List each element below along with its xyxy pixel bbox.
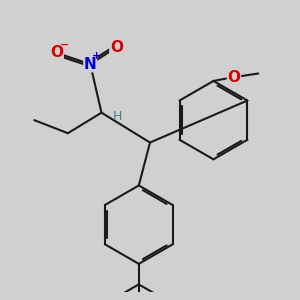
Text: N: N <box>84 57 97 72</box>
Text: H: H <box>112 110 122 123</box>
Text: O: O <box>50 46 63 61</box>
Text: O: O <box>227 70 241 85</box>
Text: +: + <box>92 51 101 61</box>
Text: −: − <box>59 40 69 50</box>
Text: O: O <box>110 40 123 55</box>
